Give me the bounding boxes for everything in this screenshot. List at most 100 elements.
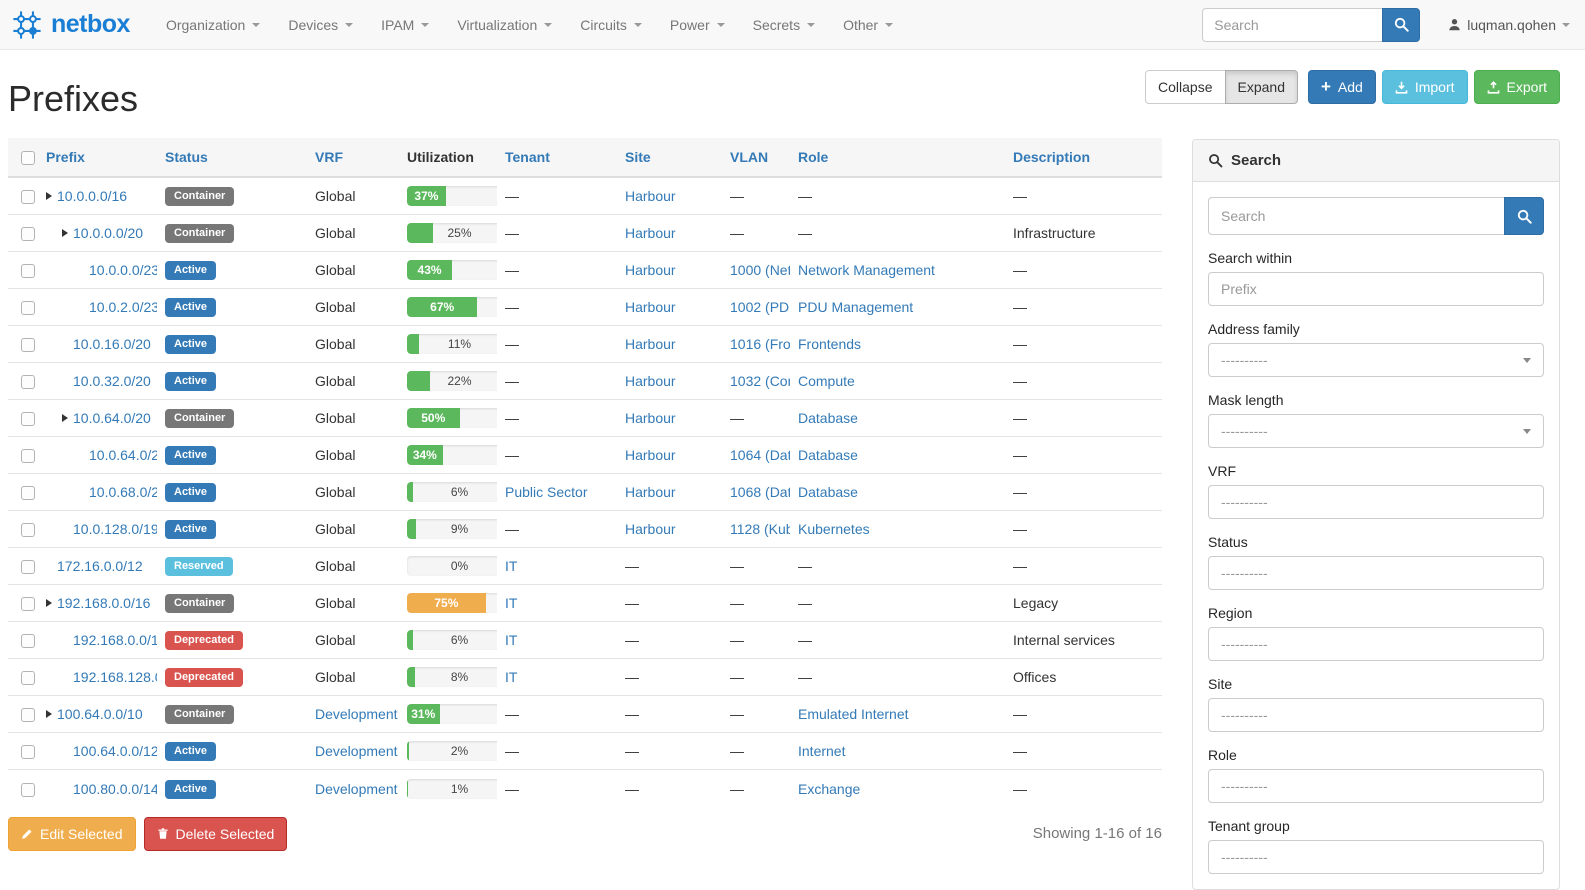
- vrf-link[interactable]: Development: [315, 743, 398, 760]
- site-link[interactable]: Harbour: [625, 225, 676, 242]
- row-checkbox[interactable]: [21, 597, 35, 612]
- global-search-input[interactable]: [1202, 7, 1383, 42]
- netbox-logo[interactable]: netbox: [10, 8, 130, 42]
- export-button[interactable]: Export: [1473, 70, 1560, 104]
- row-checkbox[interactable]: [21, 671, 35, 686]
- site-link[interactable]: Harbour: [625, 410, 676, 427]
- column-header-vrf[interactable]: VRF: [315, 149, 343, 166]
- site-link[interactable]: Harbour: [625, 299, 676, 316]
- prefix-link[interactable]: 172.16.0.0/12: [57, 558, 143, 575]
- filter-select-vrf[interactable]: ----------: [1208, 485, 1544, 519]
- nav-menu-virtualization[interactable]: Virtualization: [443, 0, 566, 50]
- column-header-prefix[interactable]: Prefix: [46, 149, 85, 166]
- row-checkbox[interactable]: [21, 338, 35, 353]
- filter-search-input[interactable]: [1208, 197, 1504, 235]
- column-header-status[interactable]: Status: [165, 149, 208, 166]
- row-checkbox[interactable]: [21, 190, 35, 205]
- role-link[interactable]: Exchange: [798, 780, 861, 797]
- vrf-link[interactable]: Development: [315, 706, 398, 723]
- column-header-role[interactable]: Role: [798, 149, 829, 166]
- expand-toggle-icon[interactable]: [46, 599, 52, 608]
- site-link[interactable]: Harbour: [625, 262, 676, 279]
- row-checkbox[interactable]: [21, 560, 35, 575]
- vlan-link[interactable]: 1000 (Network Management): [730, 262, 790, 279]
- global-search-button[interactable]: [1382, 7, 1421, 42]
- prefix-link[interactable]: 10.0.32.0/20: [73, 373, 151, 390]
- import-button[interactable]: Import: [1381, 70, 1468, 104]
- vlan-link[interactable]: 1016 (Frontends): [730, 336, 790, 353]
- row-checkbox[interactable]: [21, 449, 35, 464]
- prefix-link[interactable]: 10.0.64.0/22: [89, 447, 157, 464]
- vrf-link[interactable]: Development: [315, 780, 398, 797]
- row-checkbox[interactable]: [21, 412, 35, 427]
- nav-menu-secrets[interactable]: Secrets: [739, 0, 829, 50]
- prefix-link[interactable]: 192.168.128.0/17: [73, 669, 157, 686]
- role-link[interactable]: PDU Management: [798, 299, 914, 316]
- add-button[interactable]: + Add: [1307, 70, 1376, 104]
- nav-menu-devices[interactable]: Devices: [274, 0, 367, 50]
- expand-toggle-icon[interactable]: [62, 229, 68, 238]
- delete-selected-button[interactable]: Delete Selected: [143, 816, 288, 851]
- role-link[interactable]: Database: [798, 484, 858, 501]
- site-link[interactable]: Harbour: [625, 484, 676, 501]
- row-checkbox[interactable]: [21, 375, 35, 390]
- prefix-link[interactable]: 192.168.0.0/16: [57, 595, 151, 612]
- prefix-link[interactable]: 10.0.0.0/20: [73, 225, 144, 242]
- expand-toggle-icon[interactable]: [62, 414, 68, 423]
- tenant-link[interactable]: IT: [505, 669, 518, 686]
- expand-toggle-icon[interactable]: [46, 192, 52, 201]
- role-link[interactable]: Database: [798, 447, 858, 464]
- vlan-link[interactable]: 1002 (PDU Management): [730, 299, 790, 316]
- collapse-button[interactable]: Collapse: [1145, 70, 1226, 104]
- role-link[interactable]: Frontends: [798, 336, 862, 353]
- row-checkbox[interactable]: [21, 227, 35, 242]
- role-link[interactable]: Network Management: [798, 262, 935, 279]
- prefix-link[interactable]: 10.0.128.0/19: [73, 521, 157, 538]
- filter-select-region[interactable]: ----------: [1208, 627, 1544, 661]
- prefix-link[interactable]: 10.0.0.0/16: [57, 188, 128, 205]
- nav-menu-power[interactable]: Power: [656, 0, 739, 50]
- column-header-tenant[interactable]: Tenant: [505, 149, 550, 166]
- column-header-vlan[interactable]: VLAN: [730, 149, 769, 166]
- filter-select-role[interactable]: ----------: [1208, 769, 1544, 803]
- column-header-description[interactable]: Description: [1013, 149, 1091, 166]
- filter-select-site[interactable]: ----------: [1208, 698, 1544, 732]
- row-checkbox[interactable]: [21, 634, 35, 649]
- prefix-link[interactable]: 10.0.16.0/20: [73, 336, 151, 353]
- row-checkbox[interactable]: [21, 264, 35, 279]
- prefix-link[interactable]: 10.0.68.0/22: [89, 484, 157, 501]
- filter-select-mask-length[interactable]: ----------: [1208, 414, 1544, 448]
- nav-menu-circuits[interactable]: Circuits: [566, 0, 656, 50]
- site-link[interactable]: Harbour: [625, 188, 676, 205]
- column-header-site[interactable]: Site: [625, 149, 651, 166]
- row-checkbox[interactable]: [21, 708, 35, 723]
- nav-menu-organization[interactable]: Organization: [152, 0, 274, 50]
- filter-input-search-within[interactable]: [1208, 272, 1544, 306]
- vlan-link[interactable]: 1064 (Database - International): [730, 447, 790, 464]
- row-checkbox[interactable]: [21, 745, 35, 760]
- edit-selected-button[interactable]: Edit Selected: [8, 816, 136, 851]
- row-checkbox[interactable]: [21, 523, 35, 538]
- row-checkbox[interactable]: [21, 782, 35, 797]
- prefix-link[interactable]: 192.168.0.0/18: [73, 632, 157, 649]
- prefix-link[interactable]: 10.0.64.0/20: [73, 410, 151, 427]
- vlan-link[interactable]: 1032 (Compute): [730, 373, 790, 390]
- filter-select-address-family[interactable]: ----------: [1208, 343, 1544, 377]
- filter-search-button[interactable]: [1504, 197, 1544, 235]
- site-link[interactable]: Harbour: [625, 447, 676, 464]
- site-link[interactable]: Harbour: [625, 373, 676, 390]
- role-link[interactable]: Kubernetes: [798, 521, 870, 538]
- expand-toggle-icon[interactable]: [46, 710, 52, 719]
- nav-menu-ipam[interactable]: IPAM: [367, 0, 443, 50]
- role-link[interactable]: Database: [798, 410, 858, 427]
- prefix-link[interactable]: 100.64.0.0/12: [73, 743, 157, 760]
- nav-menu-other[interactable]: Other: [829, 0, 907, 50]
- role-link[interactable]: Compute: [798, 373, 855, 390]
- filter-select-status[interactable]: ----------: [1208, 556, 1544, 590]
- vlan-link[interactable]: 1128 (Kubernetes): [730, 521, 790, 538]
- user-menu[interactable]: luqman.qohen: [1448, 17, 1570, 33]
- expand-button[interactable]: Expand: [1224, 70, 1298, 104]
- tenant-link[interactable]: IT: [505, 632, 518, 649]
- tenant-link[interactable]: IT: [505, 558, 518, 575]
- role-link[interactable]: Emulated Internet: [798, 706, 909, 723]
